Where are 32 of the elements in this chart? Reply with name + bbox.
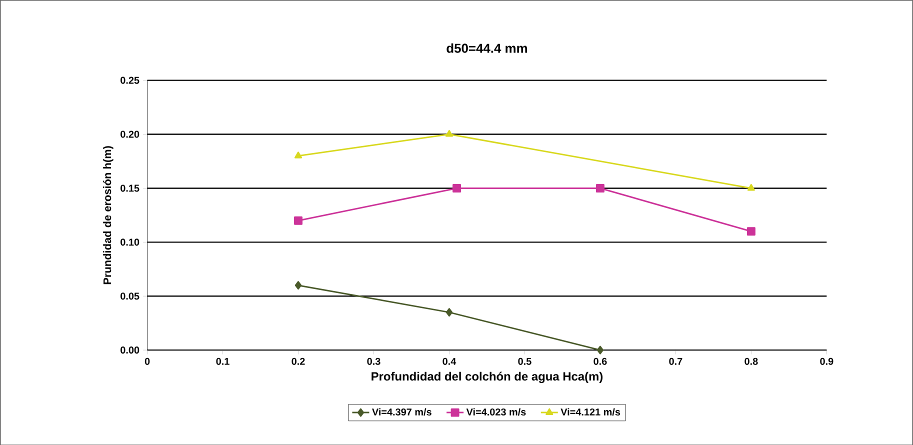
legend-label: Vi=4.397 m/s [372,408,432,416]
y-axis-title: Prundidad de erosión h(m) [103,146,114,284]
y-tick-label: 0.05 [120,292,140,300]
x-tick-label: 0.7 [669,358,682,365]
y-tick-label: 0.10 [120,238,140,246]
y-tick-label: 0.25 [120,76,140,84]
point [746,226,756,236]
x-tick-label: 0.8 [744,358,758,365]
x-tick-label: 0.3 [367,358,380,365]
point [294,151,302,158]
point [294,280,302,290]
x-tick-label: 0.1 [216,358,230,365]
chart-title: d50=44.4 mm [446,43,527,53]
x-tick-label: 0.6 [594,358,607,365]
point [452,184,462,192]
legend-label: Vi=4.023 m/s [466,408,526,416]
x-tick-label: 0.5 [518,358,532,365]
point [596,184,604,192]
point [294,216,303,225]
point [446,308,453,316]
x-tick-label: 0 [144,358,150,365]
x-tick-label: 0.9 [820,358,834,365]
y-tick-label: 0.00 [120,346,140,354]
point [445,130,454,137]
point [747,184,755,191]
legend-label: Vi=4.121 m/s [560,408,620,416]
x-tick-label: 0.4 [442,358,456,365]
x-tick-label: 0.2 [292,358,305,365]
x-axis-title: Profundidad del colchón de agua Hca(m) [372,372,603,383]
point [596,346,604,354]
y-tick-label: 0.15 [120,184,140,192]
y-tick-label: 0.20 [120,130,140,138]
